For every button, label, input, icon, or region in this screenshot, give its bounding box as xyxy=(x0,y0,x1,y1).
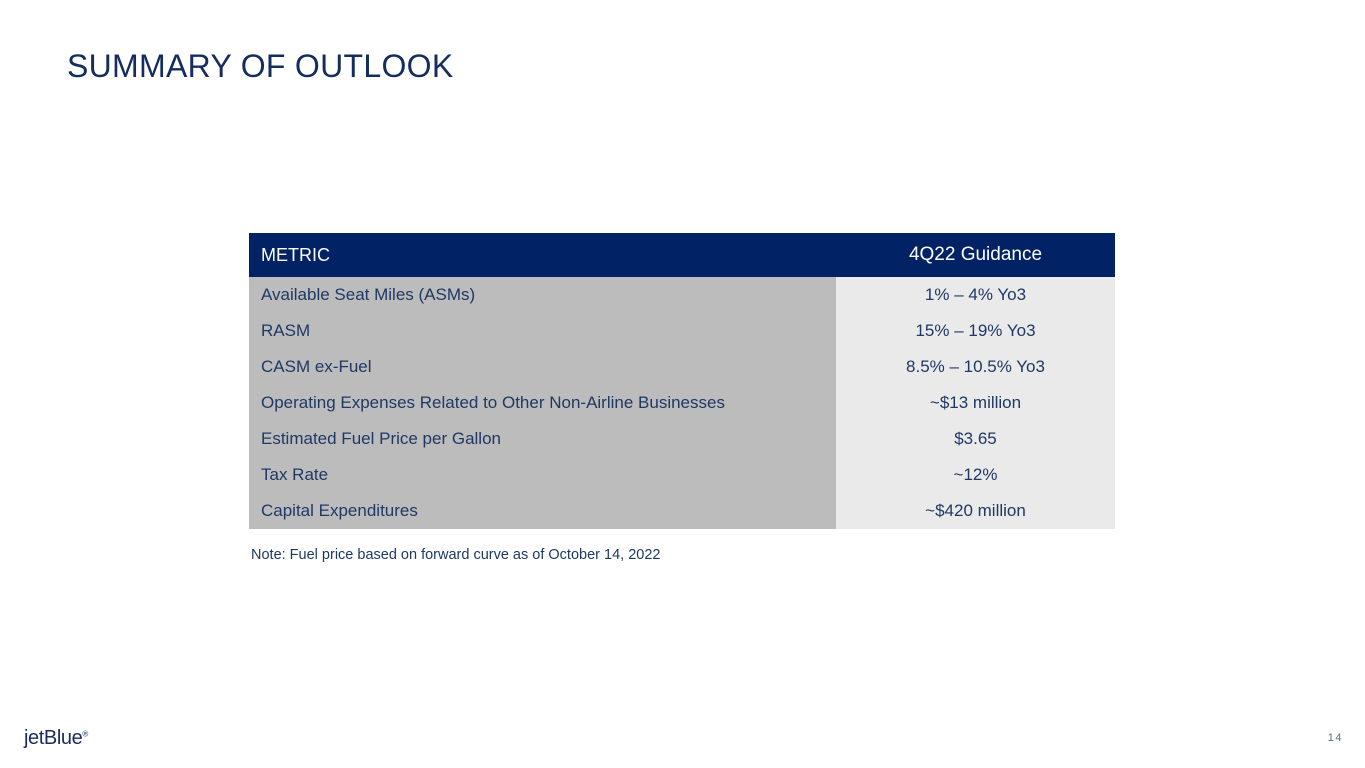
table-footnote: Note: Fuel price based on forward curve … xyxy=(251,547,661,563)
logo-wordmark: jetBlue xyxy=(24,727,83,749)
table-row: Estimated Fuel Price per Gallon $3.65 xyxy=(249,421,1115,457)
page-number: 14 xyxy=(1327,732,1343,744)
table-body: Available Seat Miles (ASMs) 1% – 4% Yo3 … xyxy=(249,277,1115,529)
table-row: Capital Expenditures ~$420 million xyxy=(249,493,1115,529)
jetblue-logo: jetBlue® xyxy=(24,728,88,748)
cell-guidance: $3.65 xyxy=(836,421,1115,457)
table-header: METRIC 4Q22 Guidance xyxy=(249,233,1115,277)
outlook-table: METRIC 4Q22 Guidance Available Seat Mile… xyxy=(249,233,1115,529)
cell-guidance: 1% – 4% Yo3 xyxy=(836,277,1115,313)
cell-guidance: ~12% xyxy=(836,457,1115,493)
cell-metric: Available Seat Miles (ASMs) xyxy=(249,277,836,313)
table-header-row: METRIC 4Q22 Guidance xyxy=(249,233,1115,277)
table-row: Available Seat Miles (ASMs) 1% – 4% Yo3 xyxy=(249,277,1115,313)
table-row: CASM ex-Fuel 8.5% – 10.5% Yo3 xyxy=(249,349,1115,385)
column-header-guidance: 4Q22 Guidance xyxy=(836,233,1115,277)
cell-metric: Capital Expenditures xyxy=(249,493,836,529)
table-row: Tax Rate ~12% xyxy=(249,457,1115,493)
cell-metric: Estimated Fuel Price per Gallon xyxy=(249,421,836,457)
outlook-table-container: METRIC 4Q22 Guidance Available Seat Mile… xyxy=(249,233,1115,529)
column-header-metric: METRIC xyxy=(249,233,836,277)
cell-metric: Operating Expenses Related to Other Non-… xyxy=(249,385,836,421)
registered-trademark-icon: ® xyxy=(82,729,89,739)
page-title: SUMMARY OF OUTLOOK xyxy=(67,48,454,84)
cell-guidance: 15% – 19% Yo3 xyxy=(836,313,1115,349)
table-row: Operating Expenses Related to Other Non-… xyxy=(249,385,1115,421)
cell-metric: Tax Rate xyxy=(249,457,836,493)
cell-guidance: ~$420 million xyxy=(836,493,1115,529)
table-row: RASM 15% – 19% Yo3 xyxy=(249,313,1115,349)
cell-guidance: ~$13 million xyxy=(836,385,1115,421)
cell-metric: CASM ex-Fuel xyxy=(249,349,836,385)
cell-guidance: 8.5% – 10.5% Yo3 xyxy=(836,349,1115,385)
cell-metric: RASM xyxy=(249,313,836,349)
